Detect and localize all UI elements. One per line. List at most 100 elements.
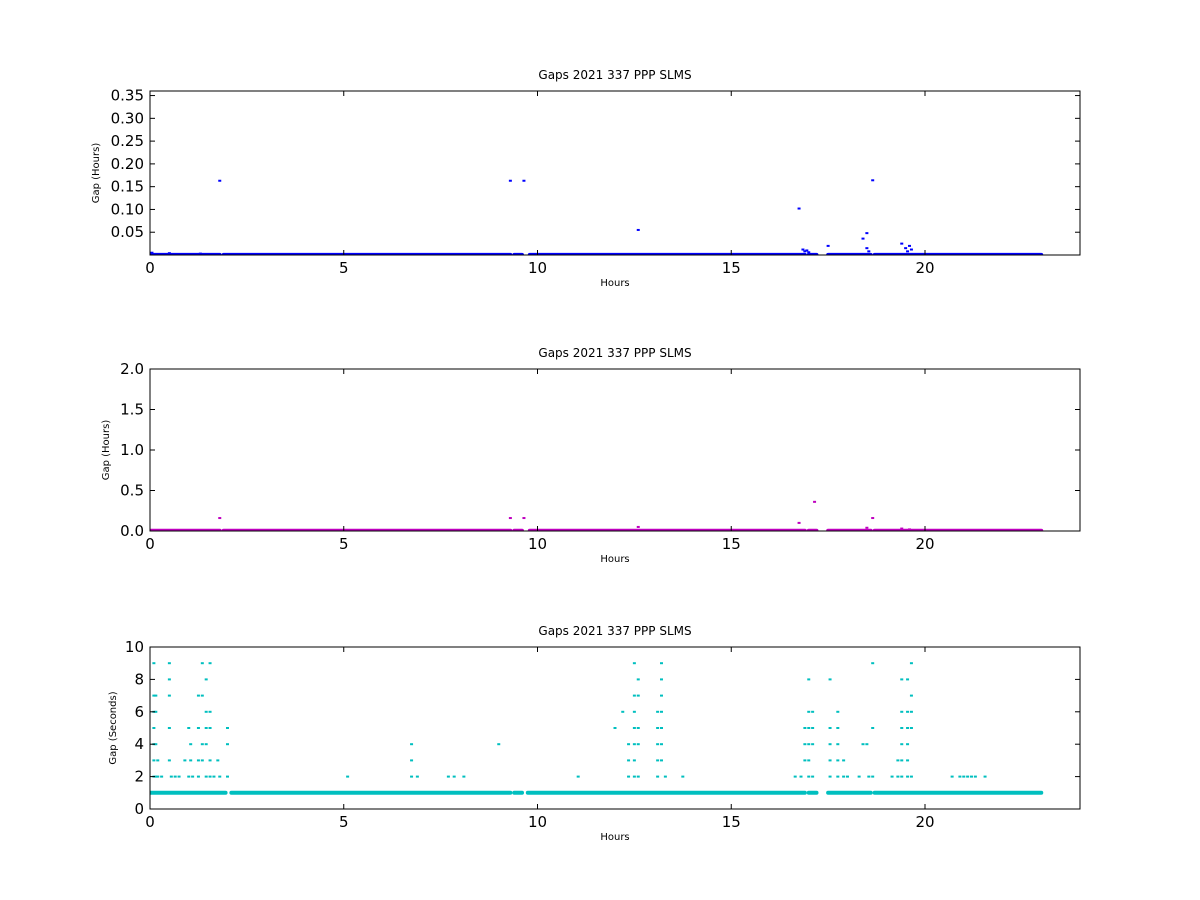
subplot-3-point-126 bbox=[871, 662, 875, 665]
subplot-2-ytick-label-5: 2.0 bbox=[120, 360, 144, 378]
subplot-3-point-24 bbox=[187, 727, 191, 729]
subplot-3-point-59 bbox=[452, 775, 456, 778]
subplot-3-point-42 bbox=[208, 662, 212, 665]
subplot-3-point-104 bbox=[807, 775, 811, 778]
subplot-3-point-108 bbox=[811, 775, 815, 778]
subplot-2-point-8 bbox=[871, 517, 875, 520]
subplot-3-point-28 bbox=[191, 775, 195, 778]
subplot-2-title: Gaps 2021 337 PPP SLMS bbox=[538, 346, 691, 360]
subplot-3-point-140 bbox=[906, 727, 910, 729]
subplot-3-point-40 bbox=[204, 743, 208, 746]
subplot-3-point-23 bbox=[183, 759, 187, 762]
subplot-3-ytick-label-4: 6 bbox=[134, 703, 144, 721]
subplot-2-ytick-label-4: 1.5 bbox=[120, 401, 144, 419]
subplot-3-point-74 bbox=[632, 775, 636, 778]
subplot-2-point-3 bbox=[522, 517, 526, 520]
subplot-1-point-13 bbox=[826, 244, 830, 247]
subplot-3-point-107 bbox=[811, 743, 815, 746]
subplot-3-point-143 bbox=[906, 775, 910, 778]
subplot-3-point-116 bbox=[836, 743, 840, 746]
subplot-3-point-144 bbox=[909, 662, 913, 665]
subplot-1-xtick-label-5: 20 bbox=[915, 259, 934, 277]
subplot-3-point-75 bbox=[636, 678, 640, 681]
subplot-3-ytick-label-2: 2 bbox=[134, 768, 144, 786]
subplot-3-point-2 bbox=[152, 694, 156, 697]
subplot-3-point-71 bbox=[632, 727, 636, 729]
subplot-3-point-138 bbox=[906, 678, 910, 681]
subplot-1-ytick-label-4: 0.20 bbox=[111, 155, 144, 173]
subplot-3-point-123 bbox=[861, 743, 865, 746]
subplot-1-xtick-label-1: 0 bbox=[145, 259, 155, 277]
subplot-1-title: Gaps 2021 337 PPP SLMS bbox=[538, 68, 691, 82]
subplot-2: Gaps 2021 337 PPP SLMS Hours Gap (Hours)… bbox=[101, 346, 1081, 565]
subplot-3-point-54 bbox=[410, 743, 414, 746]
subplot-3-point-50 bbox=[226, 727, 229, 729]
subplot-3-point-148 bbox=[909, 775, 913, 778]
subplot-3-point-68 bbox=[632, 662, 636, 665]
subplot-1-point-11 bbox=[805, 249, 809, 252]
subplot-3-xtick-label-4: 15 bbox=[722, 813, 741, 831]
subplot-2-point-10 bbox=[908, 528, 911, 531]
subplot-1-point-2 bbox=[167, 252, 171, 255]
subplot-3-point-66 bbox=[627, 759, 631, 762]
subplot-2-point-2 bbox=[508, 517, 512, 520]
subplot-3-xtick-label-5: 20 bbox=[915, 813, 934, 831]
subplot-1-ytick-label-6: 0.30 bbox=[111, 109, 144, 127]
subplot-3-point-86 bbox=[660, 678, 663, 681]
subplot-3-xlabel: Hours bbox=[600, 832, 629, 843]
subplot-3-point-114 bbox=[836, 710, 840, 713]
subplot-3-point-65 bbox=[627, 743, 631, 746]
subplot-3-title: Gaps 2021 337 PPP SLMS bbox=[538, 624, 691, 638]
subplot-1-point-19 bbox=[900, 242, 904, 245]
subplot-2-xtick-label-2: 5 bbox=[339, 535, 349, 553]
subplot-3-point-70 bbox=[632, 710, 636, 713]
subplot-3-point-45 bbox=[208, 759, 212, 762]
subplot-3-point-112 bbox=[828, 759, 832, 762]
subplot-3-point-149 bbox=[950, 775, 954, 778]
subplot-3-point-100 bbox=[807, 710, 811, 713]
subplot-3-point-129 bbox=[890, 775, 894, 778]
subplot-3-point-13 bbox=[156, 775, 160, 778]
subplot-3-xtick-label-2: 5 bbox=[339, 813, 349, 831]
subplot-3-point-25 bbox=[187, 775, 191, 778]
subplot-3-point-12 bbox=[156, 759, 160, 762]
subplot-3-point-62 bbox=[576, 775, 580, 778]
subplot-1-point-23 bbox=[909, 248, 913, 251]
subplot-1-axes-frame bbox=[149, 90, 1081, 256]
subplot-3-point-147 bbox=[909, 727, 913, 729]
subplot-2-xtick-label-5: 20 bbox=[915, 535, 934, 553]
subplot-1-point-21 bbox=[906, 250, 910, 253]
subplot-3-point-91 bbox=[660, 759, 663, 762]
subplot-3-point-103 bbox=[807, 759, 811, 762]
subplot-3: Gaps 2021 337 PPP SLMS Hours Gap (Second… bbox=[108, 624, 1081, 843]
subplot-1-point-1 bbox=[150, 251, 154, 254]
subplot-3-point-139 bbox=[906, 710, 910, 713]
subplot-1-xtick-label-3: 10 bbox=[528, 259, 547, 277]
subplot-3-point-48 bbox=[216, 759, 220, 762]
subplot-3-point-78 bbox=[636, 743, 640, 746]
subplot-1-ytick-label-7: 0.35 bbox=[111, 87, 144, 105]
subplot-1-point-14 bbox=[861, 237, 865, 240]
subplot-3-point-36 bbox=[200, 759, 204, 762]
subplot-3-point-85 bbox=[660, 662, 663, 665]
subplot-3-point-38 bbox=[204, 710, 208, 713]
subplot-3-point-88 bbox=[660, 710, 663, 713]
subplot-3-point-49 bbox=[218, 775, 222, 778]
subplot-3-ytick-label-3: 4 bbox=[134, 735, 144, 753]
subplot-3-point-101 bbox=[807, 727, 811, 729]
subplot-3-point-125 bbox=[867, 775, 871, 778]
subplot-3-point-69 bbox=[632, 694, 636, 697]
subplot-3-point-142 bbox=[906, 759, 910, 762]
subplot-1-point-18 bbox=[871, 179, 875, 182]
subplot-3-point-55 bbox=[410, 759, 414, 762]
subplot-3-point-46 bbox=[208, 775, 212, 778]
subplot-3-point-80 bbox=[656, 710, 660, 713]
subplot-3-point-137 bbox=[900, 775, 904, 778]
subplot-3-point-133 bbox=[900, 710, 904, 713]
subplot-3-point-11 bbox=[154, 775, 158, 778]
subplot-3-point-146 bbox=[909, 710, 913, 713]
subplot-3-point-8 bbox=[154, 694, 158, 697]
subplot-3-point-33 bbox=[200, 662, 204, 665]
subplot-3-point-128 bbox=[871, 775, 875, 778]
